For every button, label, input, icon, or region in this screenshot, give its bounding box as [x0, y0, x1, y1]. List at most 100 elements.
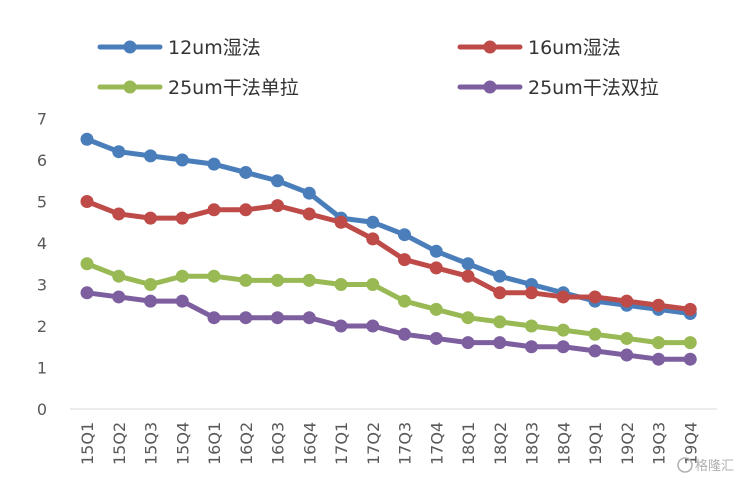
data-point [588, 290, 602, 304]
data-point [207, 157, 221, 171]
data-point [398, 253, 411, 267]
data-point [80, 257, 94, 271]
data-point [525, 286, 538, 300]
legend: 12um湿法 16um湿法 25um干法单拉 25um干法双拉 [97, 37, 659, 99]
data-point [302, 273, 316, 287]
x-tick-label: 18Q1 [459, 422, 478, 465]
y-tick-label: 6 [37, 151, 47, 170]
data-point [366, 319, 380, 333]
data-point [525, 340, 538, 354]
legend-swatch-marker [483, 80, 497, 94]
x-axis: 15Q1 15Q2 15Q3 15Q4 16Q1 16Q2 16Q3 16Q4 17Q1 17Q2… [78, 422, 700, 465]
data-point [144, 149, 157, 163]
data-point [334, 278, 348, 291]
x-tick-label: 18Q3 [523, 422, 542, 465]
y-tick-label: 2 [37, 317, 47, 336]
y-tick-label: 5 [37, 193, 47, 212]
y-tick-label: 4 [37, 234, 47, 253]
data-point [429, 302, 443, 316]
data-point [271, 174, 284, 188]
data-point [112, 269, 126, 283]
x-tick-label: 16Q2 [237, 422, 256, 465]
data-point [461, 336, 475, 350]
data-point [556, 323, 570, 337]
data-point [334, 319, 348, 333]
data-point [271, 311, 284, 325]
data-point [588, 327, 602, 341]
y-axis: 0 1 2 3 4 5 6 7 [37, 110, 47, 420]
y-tick-label: 0 [37, 400, 47, 419]
legend-item: 25um干法双拉 [457, 77, 659, 99]
data-point [493, 336, 507, 350]
data-point [302, 207, 316, 221]
legend-item: 12um湿法 [97, 37, 261, 59]
data-point [80, 286, 94, 300]
data-point [493, 315, 507, 329]
x-tick-label: 17Q1 [332, 422, 351, 465]
legend-label: 16um湿法 [528, 37, 621, 59]
data-point [493, 286, 507, 300]
data-point [588, 344, 602, 358]
data-point [620, 331, 634, 345]
data-point [461, 257, 475, 271]
data-point [366, 215, 380, 229]
watermark-text: 格隆汇 [695, 458, 734, 474]
x-tick-label: 18Q4 [554, 422, 573, 465]
data-point [334, 215, 348, 229]
data-point [620, 294, 634, 308]
x-tick-label: 19Q4 [681, 422, 700, 465]
data-point [556, 340, 570, 354]
x-tick-label: 17Q3 [396, 422, 415, 465]
data-point [112, 145, 126, 159]
x-tick-label: 16Q3 [269, 422, 288, 465]
data-point [112, 207, 126, 221]
data-point [207, 311, 221, 325]
legend-swatch-marker [123, 80, 137, 94]
data-point [461, 269, 475, 283]
x-tick-label: 16Q1 [205, 422, 224, 465]
data-point [239, 203, 253, 217]
data-point [652, 352, 665, 366]
x-tick-label: 18Q2 [491, 422, 510, 465]
data-point [144, 294, 157, 308]
x-tick-label: 15Q3 [142, 422, 161, 465]
data-point [683, 302, 697, 316]
data-point [398, 294, 411, 308]
x-tick-label: 15Q4 [173, 422, 192, 465]
series-4 [80, 286, 697, 366]
legend-label: 25um干法单拉 [168, 77, 299, 99]
data-point [80, 132, 94, 146]
legend-item: 25um干法单拉 [97, 77, 299, 99]
x-tick-label: 19Q1 [586, 422, 605, 465]
y-tick-label: 7 [37, 110, 47, 129]
x-tick-label: 15Q1 [78, 422, 97, 465]
series-layer [80, 132, 697, 366]
data-point [366, 278, 380, 291]
data-point [271, 199, 284, 213]
data-point [620, 348, 634, 362]
watermark: 格隆汇 [677, 457, 734, 474]
x-tick-label: 17Q4 [427, 422, 446, 465]
data-point [398, 228, 411, 242]
data-point [652, 298, 665, 312]
legend-item: 16um湿法 [457, 37, 621, 59]
data-point [207, 269, 221, 283]
data-point [429, 244, 443, 258]
data-point [556, 290, 570, 304]
x-tick-label: 19Q3 [650, 422, 669, 465]
data-point [683, 336, 697, 350]
x-tick-label: 17Q2 [364, 422, 383, 465]
data-point [239, 311, 253, 325]
y-tick-label: 1 [37, 359, 47, 378]
data-point [302, 311, 316, 325]
data-point [112, 290, 126, 304]
series-2 [80, 195, 697, 316]
data-point [175, 211, 189, 225]
data-point [429, 331, 443, 345]
x-tick-label: 15Q2 [110, 422, 129, 465]
data-point [239, 273, 253, 287]
data-point [493, 269, 507, 283]
data-point [175, 294, 189, 308]
data-point [144, 211, 157, 225]
